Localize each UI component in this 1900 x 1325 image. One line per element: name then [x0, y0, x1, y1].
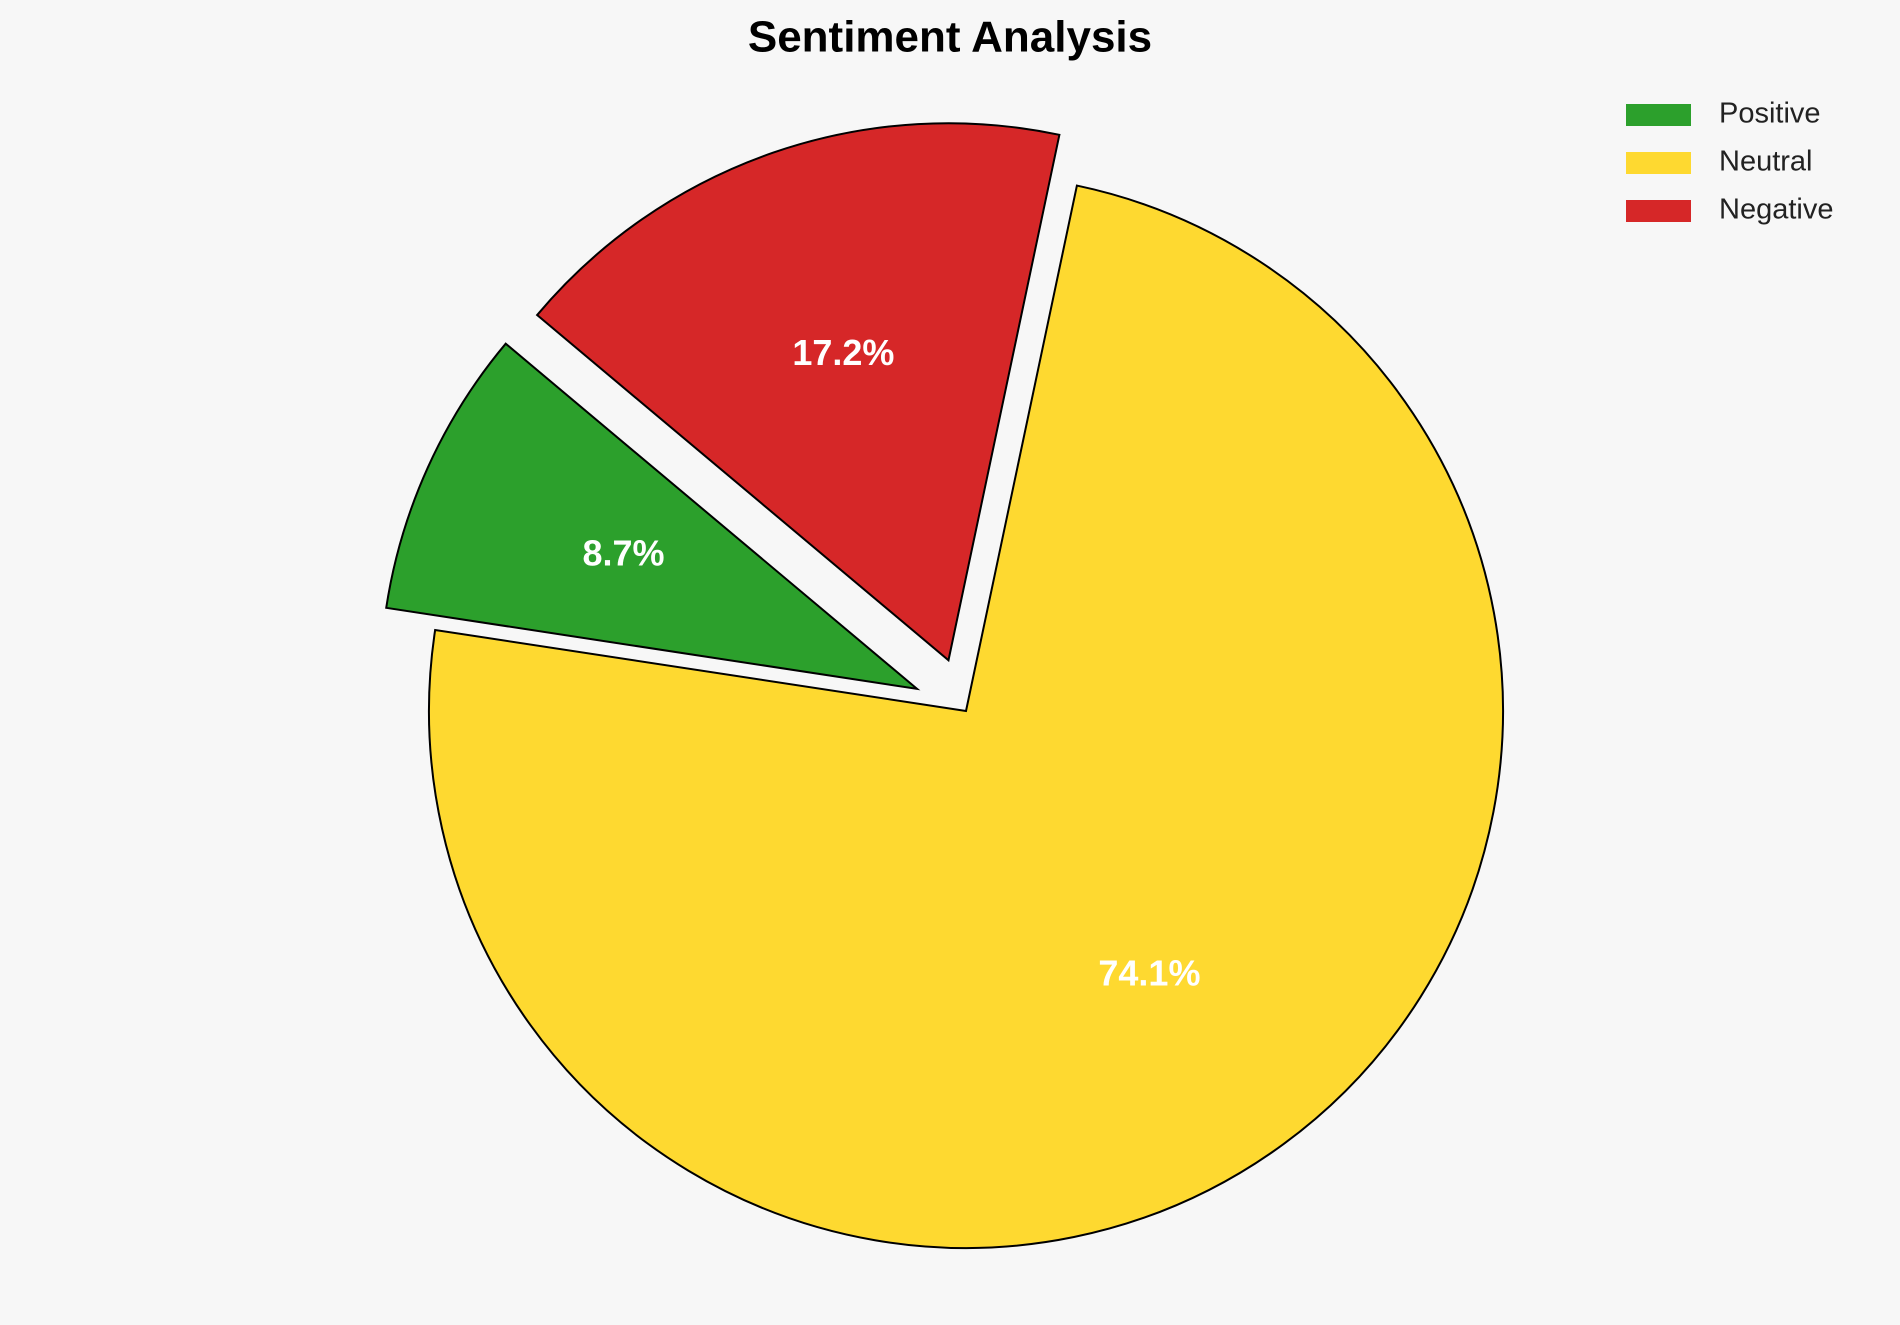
legend-label: Positive [1719, 98, 1821, 130]
legend-swatch [1626, 104, 1691, 126]
legend-swatch [1626, 152, 1691, 174]
wedge-label: 74.1% [1098, 952, 1200, 993]
wedge-label: 8.7% [582, 533, 664, 574]
pie-wedge [535, 122, 1061, 663]
legend-swatch [1626, 200, 1691, 222]
legend-label: Neutral [1719, 146, 1813, 178]
wedge-label: 17.2% [792, 332, 894, 373]
pie-wedge [428, 184, 1504, 1249]
chart-title: Sentiment Analysis [748, 13, 1152, 62]
pie-wedge [385, 342, 921, 691]
legend-label: Negative [1719, 194, 1833, 226]
